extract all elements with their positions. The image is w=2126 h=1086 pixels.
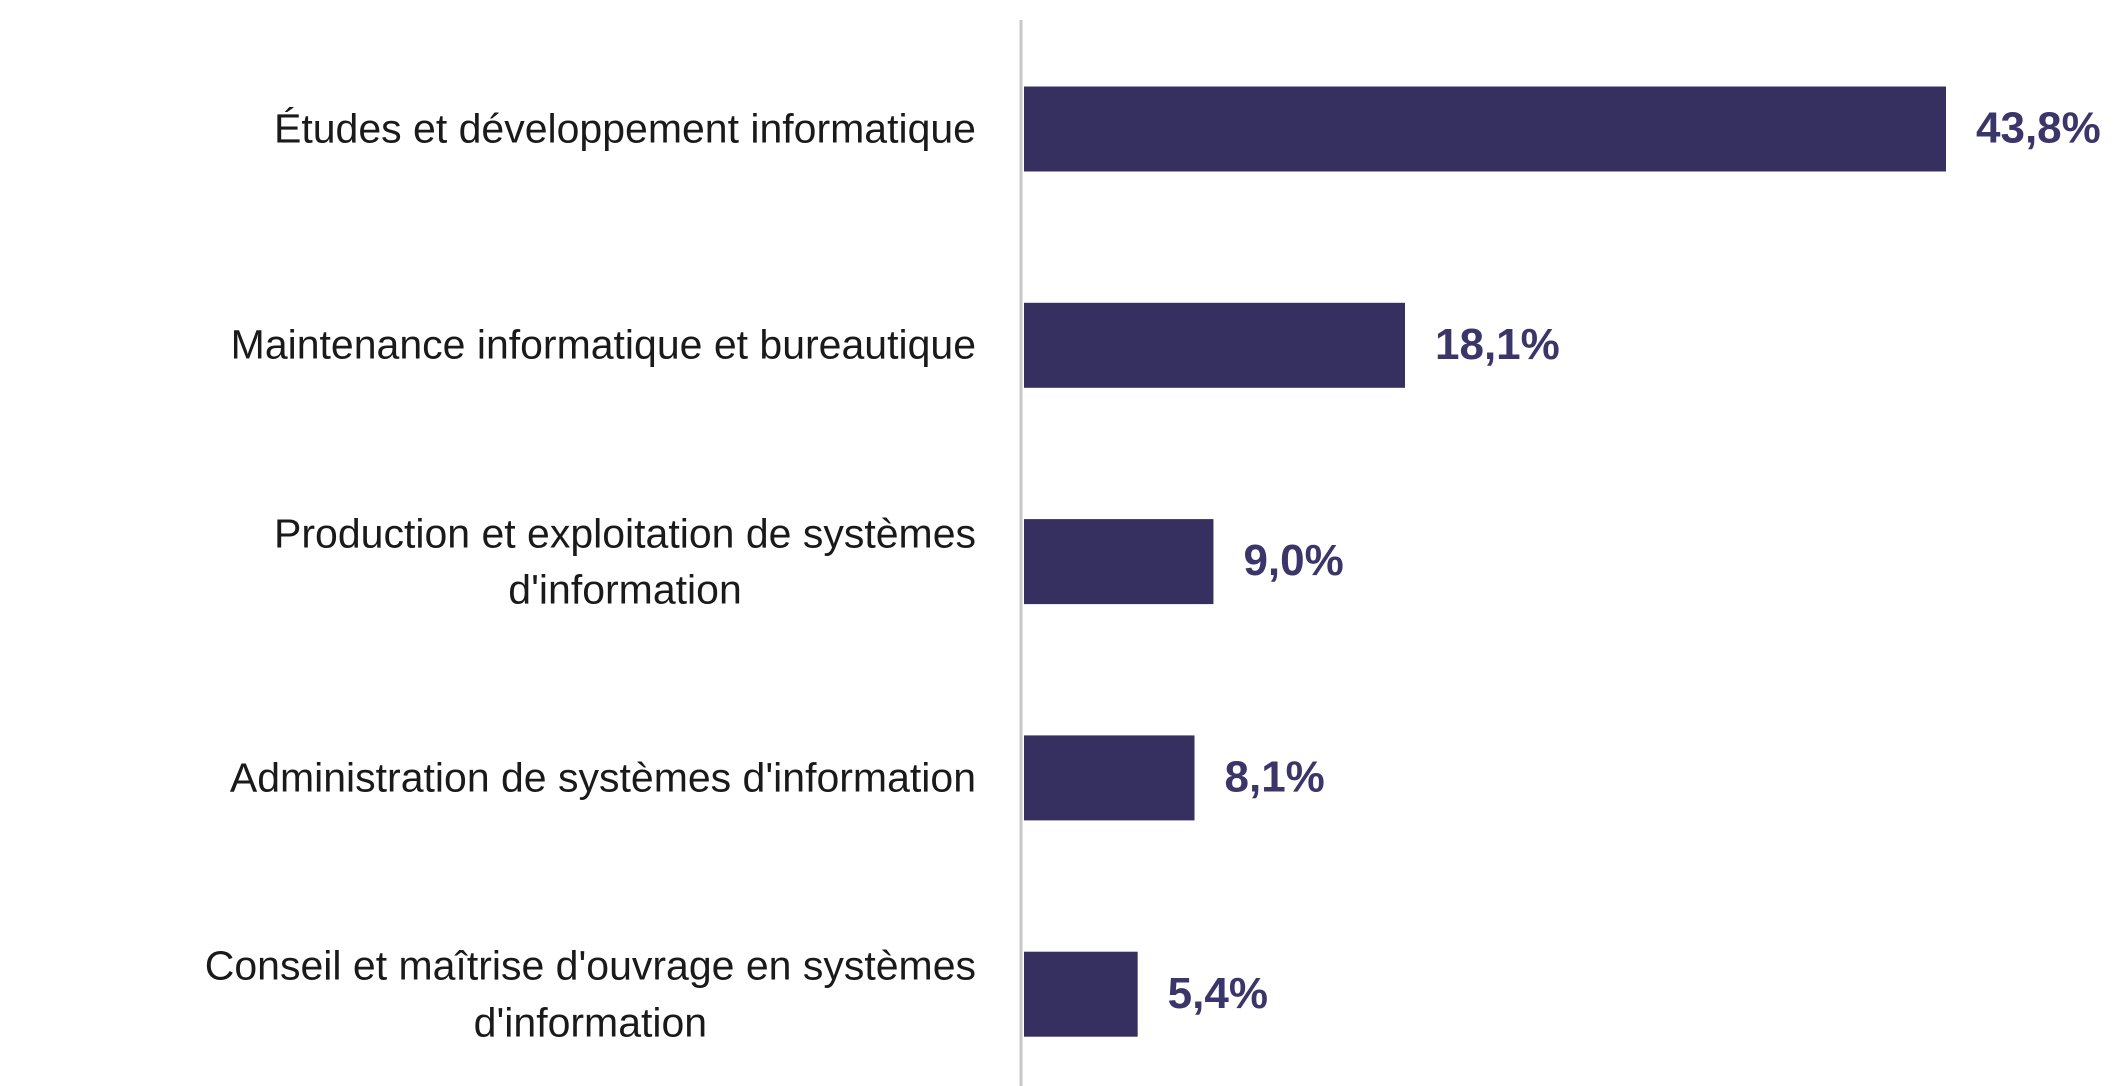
- bar: [1024, 951, 1138, 1037]
- value-label: 43,8%: [1976, 104, 2101, 153]
- bar: [1024, 735, 1195, 821]
- category-label: Maintenance informatique et bureautique: [230, 322, 976, 369]
- category-label: Études et développement informatique: [273, 105, 976, 152]
- category-label: Administration de systèmes d'information: [229, 754, 976, 801]
- category-label: Conseil et maîtrise d'ouvrage en système…: [204, 942, 976, 1046]
- value-label: 5,4%: [1168, 969, 1268, 1018]
- value-label: 8,1%: [1225, 753, 1325, 802]
- bar: [1024, 519, 1214, 605]
- category-label: Production et exploitation de systèmes d…: [274, 510, 976, 613]
- value-label: 18,1%: [1435, 320, 1560, 369]
- bar: [1024, 302, 1406, 388]
- bar: [1024, 86, 1946, 172]
- value-label: 9,0%: [1243, 536, 1343, 585]
